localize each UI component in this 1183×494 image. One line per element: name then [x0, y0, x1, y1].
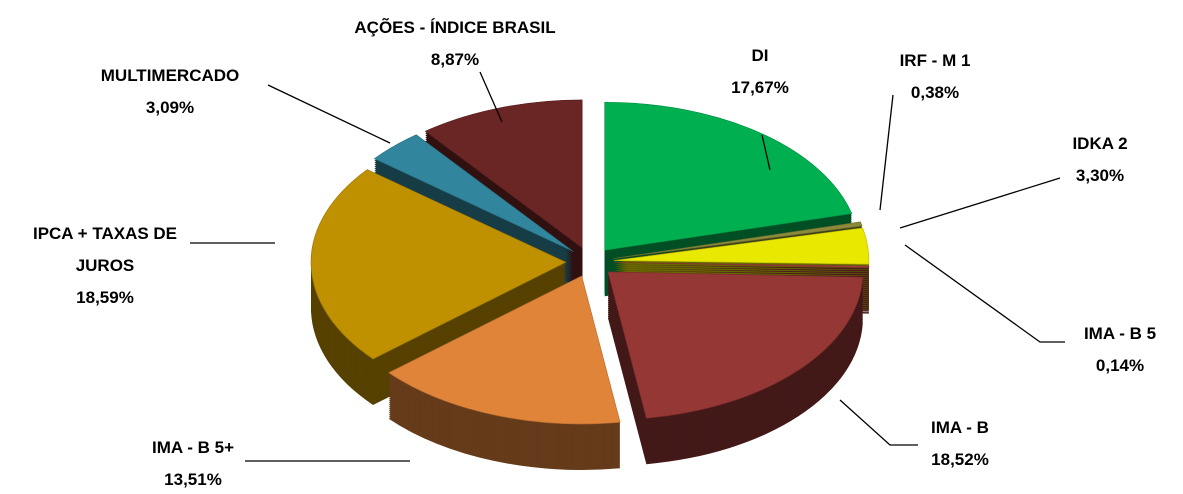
slice — [607, 271, 864, 419]
slice — [604, 101, 853, 251]
slice-side-layer — [613, 266, 869, 272]
value-label: 0,38% — [910, 83, 960, 102]
slice — [424, 99, 583, 249]
category-label: IPCA + TAXAS DE JUROS — [32, 224, 178, 275]
category-label: IDKA 2 — [1072, 134, 1128, 153]
value-label: 3,09% — [145, 98, 195, 117]
slice-side-layer — [613, 268, 869, 274]
leader-line — [761, 134, 771, 171]
slice — [373, 134, 574, 252]
data-label: IMA - B 5+ 13,51% — [108, 432, 278, 494]
category-label: DI — [751, 46, 769, 65]
slice-side-layer — [613, 270, 869, 276]
leader-line — [899, 177, 1061, 229]
data-label: IPCA + TAXAS DE JUROS 18,59% — [5, 218, 205, 314]
value-label: 18,52% — [931, 450, 989, 469]
data-label: MULTIMERCADO 3,09% — [70, 60, 270, 124]
value-label: 0,14% — [1095, 356, 1145, 375]
value-label: 8,87% — [430, 50, 480, 69]
category-label: IMA - B 5 — [1083, 324, 1157, 343]
category-label: MULTIMERCADO — [100, 66, 240, 85]
data-label: DI 17,67% — [690, 40, 830, 104]
data-label: AÇÕES - ÍNDICE BRASIL 8,87% — [320, 12, 590, 76]
category-label: IMA - B — [931, 418, 989, 437]
leader-line — [879, 94, 894, 211]
category-label: IMA - B 5+ — [151, 438, 235, 457]
category-label: AÇÕES - ÍNDICE BRASIL — [354, 18, 556, 37]
leader-line — [839, 399, 918, 446]
value-label: 13,51% — [164, 470, 222, 489]
category-label: IRF - M 1 — [899, 51, 971, 70]
leader-line — [904, 244, 1065, 343]
value-label: 17,67% — [731, 78, 789, 97]
slice — [613, 262, 870, 268]
data-label: IMA - B 18,52% — [900, 412, 1020, 476]
leader-line — [479, 71, 503, 123]
slice — [310, 169, 567, 360]
slice — [613, 221, 863, 259]
value-label: 18,59% — [76, 288, 134, 307]
data-label: IMA - B 5 0,14% — [1060, 318, 1180, 382]
data-label: IDKA 2 3,30% — [1040, 128, 1160, 192]
slice-side-layer — [613, 264, 869, 270]
slice — [388, 275, 621, 425]
slice — [613, 227, 870, 265]
leader-line — [267, 84, 391, 144]
data-label: IRF - M 1 0,38% — [870, 45, 1000, 109]
value-label: 3,30% — [1075, 166, 1125, 185]
